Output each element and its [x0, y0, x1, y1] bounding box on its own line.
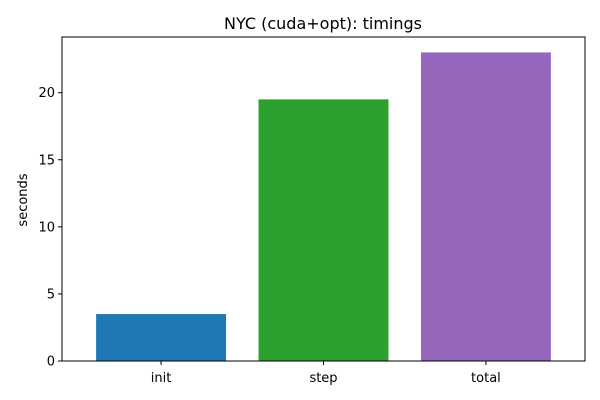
y-tick-label: 10: [38, 220, 55, 235]
x-tick-label: total: [471, 371, 501, 386]
bar-step: [258, 99, 389, 361]
y-tick-label: 5: [47, 287, 55, 302]
y-tick-label: 0: [47, 355, 55, 370]
y-ticks-group: 0 5 10 15 20: [38, 86, 62, 370]
y-tick-label: 20: [38, 86, 55, 101]
x-ticks-group: init step total: [151, 361, 501, 386]
y-tick-label: 15: [38, 153, 55, 168]
bars-group: [96, 52, 551, 362]
plot-frame: [61, 36, 586, 362]
bar-init: [96, 314, 227, 361]
chart-title: NYC (cuda+opt): timings: [224, 14, 422, 33]
bar-total: [420, 52, 551, 362]
y-axis-label: seconds: [16, 173, 31, 226]
x-tick-label: step: [309, 371, 337, 386]
x-tick-label: init: [151, 371, 172, 386]
